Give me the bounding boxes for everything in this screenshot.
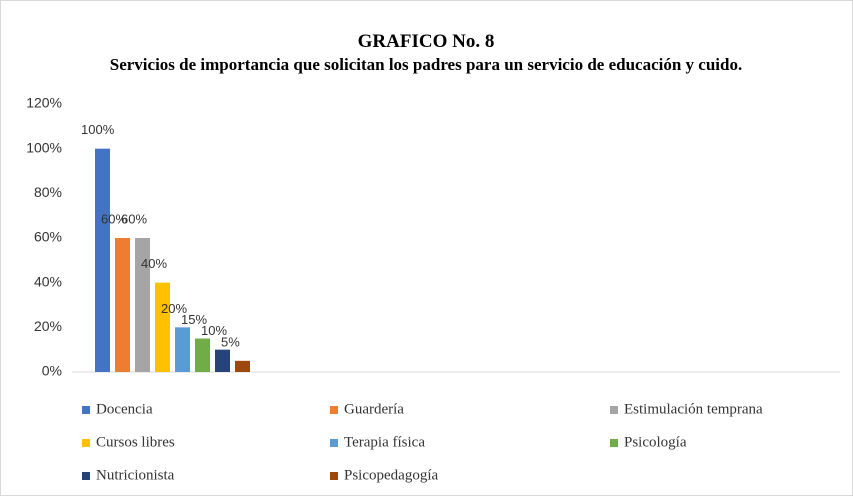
y-tick-label: 80% [34, 184, 62, 200]
legend-swatch [610, 406, 618, 414]
legend-label: Cursos libres [96, 434, 175, 450]
bar [175, 327, 190, 372]
bar [215, 349, 230, 372]
legend-swatch [330, 472, 338, 480]
data-label: 20% [161, 301, 187, 316]
titles: GRAFICO No. 8 Servicios de importancia q… [96, 30, 756, 76]
bar [195, 338, 210, 372]
data-label: 60% [121, 211, 147, 226]
y-tick-label: 0% [42, 363, 62, 379]
y-tick-label: 60% [34, 229, 62, 245]
data-label: 100% [81, 122, 115, 137]
legend-label: Psicopedagogía [344, 467, 438, 483]
bar [155, 282, 170, 372]
data-label: 5% [221, 334, 240, 349]
legend-label: Docencia [96, 401, 153, 417]
bar [235, 360, 250, 372]
legend-label: Nutricionista [96, 467, 175, 483]
data-label: 15% [181, 312, 207, 327]
bar [115, 238, 130, 372]
y-tick-label: 120% [26, 95, 62, 111]
legend-swatch [330, 439, 338, 447]
chart-title: GRAFICO No. 8 [357, 31, 495, 52]
legend-swatch [330, 406, 338, 414]
legend-label: Estimulación temprana [624, 401, 763, 417]
data-label: 10% [201, 323, 227, 338]
y-tick-label: 100% [26, 139, 62, 155]
legend-swatch [82, 439, 90, 447]
legend-label: Terapia física [344, 434, 425, 450]
bar [135, 238, 150, 372]
bar [95, 148, 110, 372]
legend-swatch [82, 472, 90, 480]
legend-label: Psicología [624, 434, 687, 450]
legend-label: Guardería [344, 401, 404, 417]
data-label: 60% [101, 211, 127, 226]
chart-subtitle: Servicios de importancia que solicitan l… [109, 55, 743, 74]
legend-swatch [610, 439, 618, 447]
y-tick-label: 20% [34, 318, 62, 334]
data-label: 40% [141, 256, 167, 271]
legend-swatch [82, 406, 90, 414]
y-tick-label: 40% [34, 273, 62, 289]
